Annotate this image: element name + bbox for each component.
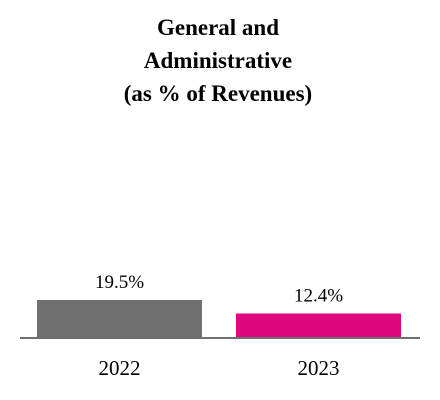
bar-2023 (236, 313, 401, 337)
chart-title-line-1: General and (157, 15, 279, 40)
chart-title-line-2: Administrative (144, 48, 292, 73)
x-tick-label-2023: 2023 (298, 356, 340, 380)
chart-title: General and Administrative (as % of Reve… (124, 15, 312, 106)
bars-group (37, 300, 401, 337)
x-tick-label-2022: 2022 (99, 356, 141, 380)
labels-group: 19.5% 2022 12.4% 2023 (95, 272, 343, 380)
chart-title-line-3: (as % of Revenues) (124, 81, 312, 106)
data-label-2022: 19.5% (95, 272, 144, 293)
data-label-2023: 12.4% (294, 285, 343, 306)
bar-2022 (37, 300, 202, 337)
